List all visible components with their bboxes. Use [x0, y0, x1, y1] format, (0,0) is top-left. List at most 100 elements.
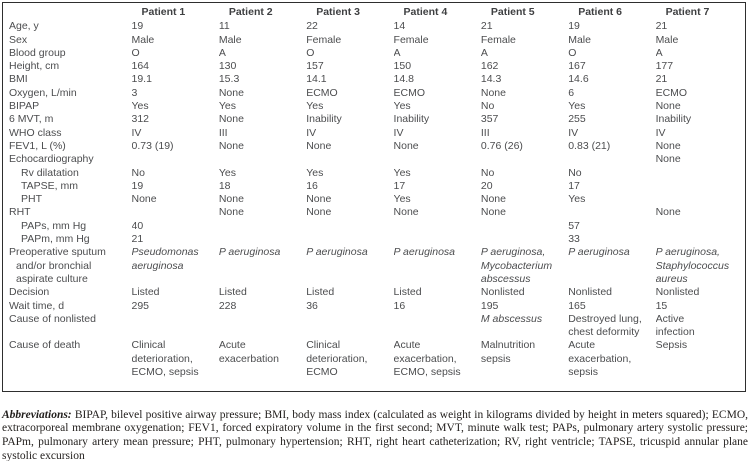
table-cell: [394, 153, 481, 166]
row-label: Echocardiography: [9, 153, 94, 166]
table-cell: Inability: [393, 113, 430, 126]
table-cell: Pseudomonas aeruginosa: [131, 246, 199, 272]
table-cell: 357: [480, 113, 499, 126]
table-cell: 14.8: [393, 73, 414, 86]
table-cell: Yes: [218, 166, 236, 179]
table-cell: None: [655, 100, 681, 113]
table-cell: 21: [131, 233, 144, 246]
row-label: Rv dilatation: [21, 166, 79, 179]
table-cell: A: [655, 46, 663, 59]
table-cell: Male: [218, 33, 242, 46]
row-label: RHT: [9, 206, 31, 219]
row-label: Wait time, d: [9, 299, 65, 312]
table-cell: Active infection: [655, 312, 695, 339]
table-cell: None: [655, 139, 681, 152]
table-cell: 15: [655, 299, 668, 312]
table-cell: Yes: [393, 100, 411, 113]
patient-column-header: Patient 1: [141, 6, 186, 18]
table-cell: [219, 220, 306, 233]
table-cell: M abscessus: [480, 312, 543, 325]
patient-table: Patient 1 Patient 2 Patient 3 Patient 4 Pati…: [2, 2, 746, 392]
table-row: Cause of death Clinical deterioration, EC…: [9, 339, 743, 379]
table-cell: III: [218, 126, 228, 139]
table-cell: 16: [393, 299, 406, 312]
table-cell: A: [480, 46, 488, 59]
table-cell: A: [393, 46, 401, 59]
table-cell: None: [655, 206, 681, 219]
row-label: FEV1, L (%): [9, 139, 66, 152]
table-cell: 11: [218, 20, 230, 33]
patient-column-header: Patient 6: [578, 6, 622, 18]
table-cell: [481, 233, 568, 246]
row-label: Blood group: [9, 46, 66, 59]
table-cell: 19: [131, 179, 144, 192]
table-cell: 3: [131, 86, 138, 99]
table-cell: None: [306, 139, 332, 152]
table-row: Preoperative sputum and/or bronchial asp…: [9, 246, 743, 286]
table-cell: Yes: [306, 100, 324, 113]
table-row: Height, cm 164 130 157 150 162 167 177: [9, 60, 743, 73]
table-cell: P aeruginosa: [568, 246, 630, 259]
table-cell: Yes: [393, 166, 411, 179]
table-cell: 17: [393, 179, 406, 192]
table-cell: [568, 206, 655, 219]
table-cell: 167: [568, 60, 586, 73]
table-row: FEV1, L (%) 0.73 (19) None None None 0.76 (26…: [9, 140, 743, 153]
row-label: Height, cm: [9, 60, 60, 73]
table-cell: 15.3: [218, 73, 240, 86]
table-cell: Clinical deterioration, ECMO, sepsis: [131, 339, 199, 379]
table-cell: P aeruginosa, Staphylococcus aureus: [655, 246, 730, 285]
table-cell: None: [306, 193, 332, 206]
table-cell: P aeruginosa: [218, 246, 281, 259]
table-cell: 14: [393, 20, 406, 33]
table-cell: None: [131, 193, 157, 206]
table-cell: 14.6: [568, 73, 589, 86]
table-cell: Listed: [131, 286, 160, 299]
table-cell: 162: [480, 60, 499, 73]
table-cell: 21: [655, 73, 668, 86]
row-label: Sex: [9, 33, 28, 46]
table-cell: [219, 313, 306, 340]
table-cell: 0.76 (26): [480, 139, 523, 152]
table-cell: Female: [480, 33, 516, 46]
table-cell: 21: [480, 20, 493, 33]
table-cell: [656, 233, 743, 246]
table-cell: None: [218, 193, 244, 206]
table-cell: 57: [568, 219, 580, 232]
table-cell: Yes: [393, 193, 411, 206]
label-column-header: [9, 5, 132, 20]
table-cell: None: [218, 86, 244, 99]
patient-column-header: Patient 4: [403, 6, 448, 18]
table-cell: ECMO: [393, 86, 426, 99]
table-cell: 19: [568, 20, 580, 33]
table-cell: 40: [131, 219, 144, 232]
table-cell: III: [480, 126, 490, 139]
row-label: Preoperative sputum and/or bronchial asp…: [9, 246, 106, 285]
table-cell: Malnutrition sepsis: [480, 339, 536, 365]
table-row: PHT None None None Yes None Yes: [9, 193, 743, 206]
row-label: TAPSE, mm: [21, 179, 78, 192]
table-cell: Listed: [306, 286, 335, 299]
table-body: Age, y 19 11 22 14 21 19 21 Sex Male Male Female Fem…: [9, 20, 743, 379]
table-cell: 18: [218, 179, 231, 192]
table-cell: 36: [306, 299, 318, 312]
table-cell: 150: [393, 60, 412, 73]
table-cell: 19: [131, 20, 144, 33]
table-cell: P aeruginosa, Mycobacterium abscessus: [480, 246, 553, 285]
row-label: 6 MVT, m: [9, 113, 54, 126]
table-cell: Male: [131, 33, 155, 46]
table-row: Wait time, d 295 228 36 16 195 165 15: [9, 300, 743, 313]
table-cell: [481, 220, 568, 233]
table-cell: Yes: [218, 100, 236, 113]
table-cell: No: [131, 166, 145, 179]
table-cell: [219, 153, 306, 166]
table-cell: 255: [568, 113, 586, 126]
table-cell: 14.1: [306, 73, 327, 86]
row-label: PHT: [21, 193, 42, 206]
table-cell: None: [218, 206, 244, 219]
table-row: PAPm, mm Hg 21 33: [9, 233, 743, 246]
table-cell: 130: [218, 60, 237, 73]
table-cell: 177: [655, 60, 674, 73]
table-cell: Acute exacerbation, sepsis: [568, 339, 632, 379]
row-label: BMI: [9, 73, 28, 86]
